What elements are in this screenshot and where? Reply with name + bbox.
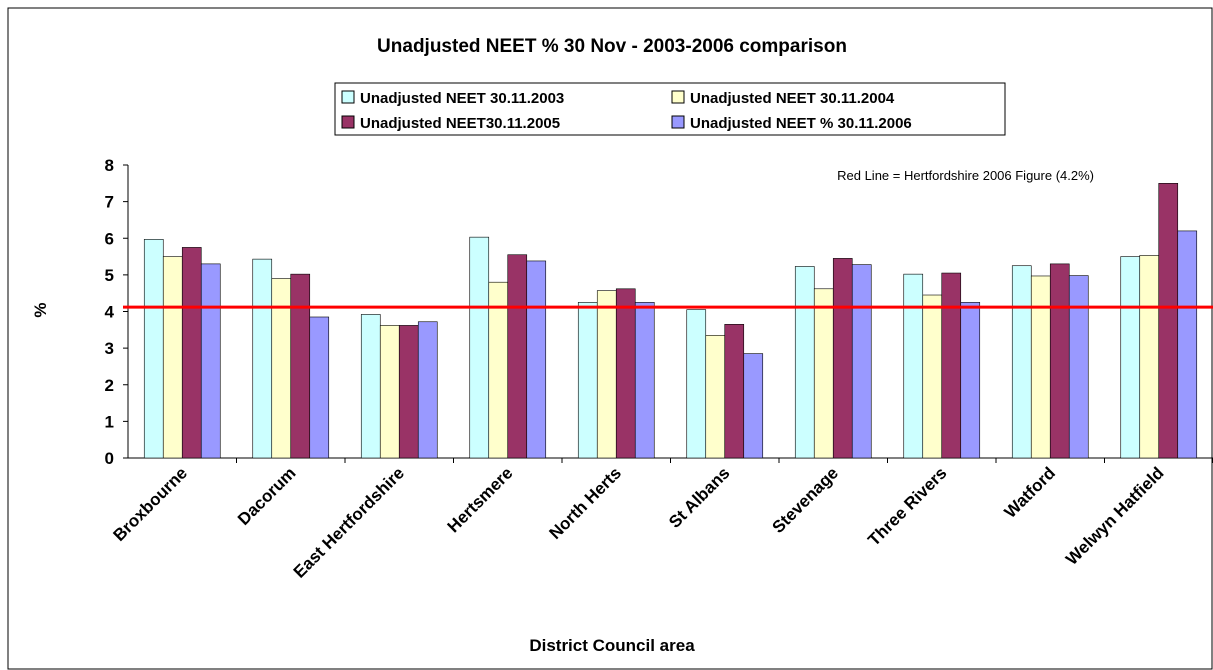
y-tick-label: 3 (105, 339, 114, 358)
legend-label: Unadjusted NEET30.11.2005 (360, 115, 560, 132)
bar (507, 254, 528, 459)
legend-label: Unadjusted NEET % 30.11.2006 (690, 115, 912, 132)
bar (634, 302, 655, 459)
bar (398, 325, 419, 459)
legend-swatch (671, 115, 685, 129)
bar (960, 302, 981, 459)
y-tick-label: 4 (105, 303, 115, 322)
y-tick-label: 6 (105, 229, 114, 248)
bar (596, 290, 617, 459)
bar (162, 256, 183, 459)
bar (1030, 275, 1051, 459)
bar (794, 266, 815, 459)
chart-title: Unadjusted NEET % 30 Nov - 2003-2006 com… (377, 36, 847, 57)
bar (903, 273, 924, 459)
legend-swatch (341, 115, 355, 129)
bar (922, 294, 943, 459)
y-tick-label: 0 (105, 449, 114, 468)
bar (615, 288, 636, 459)
y-tick-label: 7 (105, 193, 114, 212)
bar (1068, 275, 1089, 459)
legend-box (334, 82, 1006, 136)
bar (705, 335, 726, 459)
legend-swatch (671, 90, 685, 104)
bar (181, 247, 202, 459)
y-tick-label: 5 (105, 266, 114, 285)
y-tick-label: 1 (105, 412, 114, 431)
legend-swatch (341, 90, 355, 104)
legend-label: Unadjusted NEET 30.11.2003 (360, 90, 564, 107)
bar (832, 258, 853, 459)
bar (851, 264, 872, 459)
y-axis-label: % (31, 302, 50, 317)
bar (1011, 265, 1032, 459)
bar (1120, 256, 1141, 459)
bar (1177, 230, 1198, 459)
bar (417, 321, 438, 459)
bar (1158, 183, 1179, 459)
bar (577, 302, 598, 459)
bar (724, 324, 745, 459)
bar (526, 260, 547, 459)
bar (360, 314, 381, 459)
bar (309, 316, 330, 459)
bar (271, 278, 292, 459)
annotation: Red Line = Hertfordshire 2006 Figure (4.… (837, 168, 1094, 183)
bar (200, 263, 221, 459)
bar (252, 258, 273, 459)
bar (379, 325, 400, 459)
y-tick-label: 2 (105, 376, 114, 395)
bar (1139, 255, 1160, 459)
bar (743, 353, 764, 459)
bar (941, 272, 962, 459)
bar (686, 309, 707, 459)
bar (143, 239, 164, 459)
x-axis-label: District Council area (529, 636, 695, 655)
bar (469, 236, 490, 459)
y-tick-label: 8 (105, 156, 114, 175)
bar (813, 288, 834, 459)
bar (290, 273, 311, 459)
legend-label: Unadjusted NEET 30.11.2004 (690, 90, 895, 107)
bar (1049, 263, 1070, 459)
